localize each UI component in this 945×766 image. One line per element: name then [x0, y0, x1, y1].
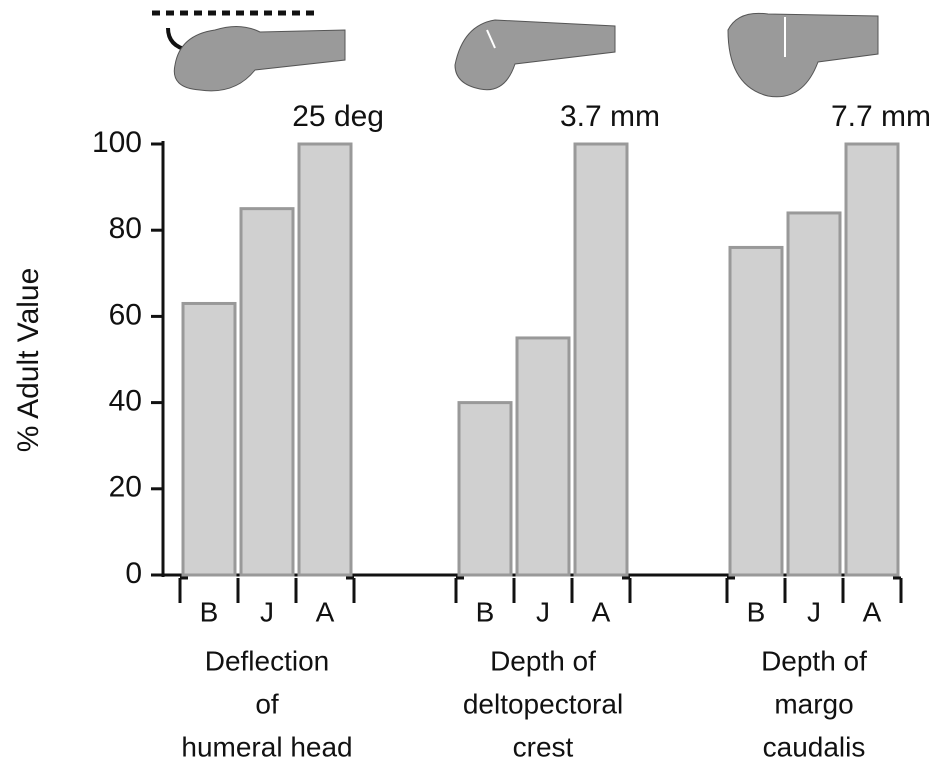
x-tick-label: A — [592, 596, 611, 627]
y-tick-label: 80 — [109, 212, 142, 245]
y-tick-label: 20 — [109, 471, 142, 504]
group-label: deltopectoral — [463, 688, 623, 719]
group-label: Deflection — [205, 645, 330, 676]
bar — [181, 301, 237, 577]
bar — [297, 142, 353, 577]
y-axis-label: % Adult Value — [12, 268, 45, 453]
x-tick-label: B — [476, 596, 495, 627]
x-tick-label: J — [536, 596, 550, 627]
x-tick-label: A — [316, 596, 335, 627]
bar — [786, 211, 842, 577]
measure-arrow-2 — [486, 29, 496, 49]
group-label: humeral head — [181, 731, 352, 762]
y-tick-label: 40 — [109, 385, 142, 418]
y-tick-label: 0 — [125, 557, 142, 590]
bar — [457, 401, 513, 577]
bar — [844, 142, 900, 577]
group-label: caudalis — [763, 731, 866, 762]
y-tick-label: 60 — [109, 298, 142, 331]
bar — [515, 336, 571, 577]
bar — [239, 207, 295, 577]
x-tick-label: B — [200, 596, 219, 627]
bone-3 — [727, 12, 879, 98]
x-tick-label: B — [747, 596, 766, 627]
bone-1 — [173, 26, 346, 92]
annotation: 25 deg — [292, 100, 384, 133]
bone-images — [152, 10, 879, 98]
x-tick-label: A — [863, 596, 882, 627]
group-label: of — [255, 688, 279, 719]
annotation: 3.7 mm — [560, 100, 660, 133]
group-label: Depth of — [490, 645, 596, 676]
x-tick-label: J — [807, 596, 821, 627]
bar — [573, 142, 629, 577]
y-tick-label: 100 — [92, 126, 142, 159]
annotation: 7.7 mm — [831, 100, 931, 133]
group-label: margo — [774, 688, 853, 719]
group-label: Depth of — [761, 645, 867, 676]
bone-2 — [454, 19, 616, 91]
x-tick-label: J — [260, 596, 274, 627]
bar — [728, 245, 784, 577]
group-label: crest — [513, 731, 574, 762]
